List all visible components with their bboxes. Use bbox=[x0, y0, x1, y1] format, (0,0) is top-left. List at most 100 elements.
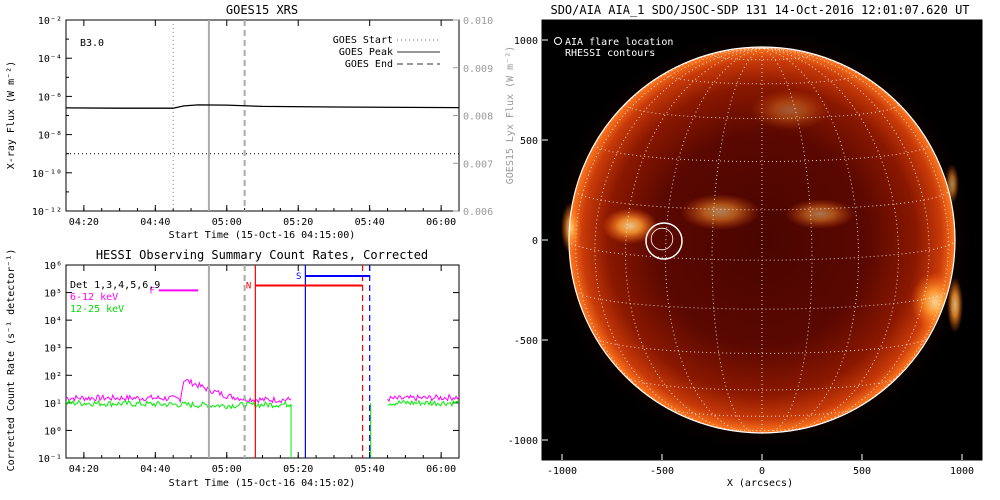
solar-limb bbox=[568, 46, 956, 434]
hessi-legend-high: 12-25 keV bbox=[70, 304, 124, 315]
grid-longitude bbox=[575, 47, 763, 418]
goes-xtick-label: 04:20 bbox=[69, 217, 99, 228]
heliographic-grid bbox=[569, 47, 955, 433]
aia-title: SDO/AIA AIA_1 SDO/JSOC-SDP 131 14-Oct-20… bbox=[550, 3, 969, 17]
aia-ytick-label: 500 bbox=[520, 136, 538, 147]
goes-y2tick-label: 0.007 bbox=[463, 159, 493, 170]
aia-ytick-label: -500 bbox=[514, 336, 538, 347]
hessi-legend-low: 6-12 keV bbox=[70, 292, 118, 303]
hessi-flag-label-S: S bbox=[296, 272, 301, 282]
hessi-xtick-label: 06:00 bbox=[426, 464, 456, 475]
rhessi-contour bbox=[650, 227, 674, 251]
hessi-xtick-label: 04:20 bbox=[69, 464, 99, 475]
goes-ylabel: X-ray Flux (W m⁻²) bbox=[6, 61, 17, 169]
hessi-xtick-label: 04:40 bbox=[140, 464, 170, 475]
hessi-series-12-25-kev-seg0 bbox=[66, 399, 292, 410]
hessi-ytick-label: 10¹ bbox=[44, 399, 62, 410]
hessi-x-axis: 04:20 04:40 05:00 05:20 05:40 06:00 bbox=[65, 265, 460, 475]
hessi-ylabel: Corrected Count Rate (s⁻¹ detector⁻¹) bbox=[6, 249, 17, 472]
aia-legend: AIA flare location RHESSI contours bbox=[554, 37, 673, 59]
goes-series-long bbox=[66, 104, 459, 109]
goes-xtick-label: 05:20 bbox=[283, 217, 313, 228]
grid-latitude bbox=[575, 290, 949, 310]
goes-y2tick-label: 0.008 bbox=[463, 112, 493, 123]
hessi-plot-frame bbox=[65, 264, 460, 459]
goes-y-axis: 10⁻¹² 10⁻¹⁰ 10⁻⁸ 10⁻⁶ 10⁻⁴ 10⁻² bbox=[32, 16, 72, 218]
goes-xtick-label: 05:00 bbox=[212, 217, 242, 228]
goes-ytick-label: 10⁻⁶ bbox=[38, 92, 62, 103]
flare-location-circle bbox=[645, 222, 683, 260]
goes-xtick-label: 04:40 bbox=[140, 217, 170, 228]
hessi-ytick-label: 10² bbox=[44, 371, 62, 382]
hessi-ytick-label: 10³ bbox=[44, 344, 62, 355]
goes-legend-peak: GOES Peak bbox=[339, 47, 393, 58]
hessi-series bbox=[66, 377, 459, 458]
aia-axes: -1000 -500 0 500 1000 -1000 -500 0 500 1000 bbox=[508, 36, 974, 477]
goes-y2tick-label: 0.006 bbox=[463, 207, 493, 218]
goes-legend-start: GOES Start bbox=[333, 35, 393, 46]
grid-longitude bbox=[761, 47, 949, 418]
goes-legend-end: GOES End bbox=[345, 59, 393, 70]
off-limb-loop-nw bbox=[945, 164, 959, 204]
aia-legend-rhessi: RHESSI contours bbox=[565, 48, 655, 59]
hessi-panel: HESSI Observing Summary Count Rates, Cor… bbox=[6, 248, 460, 489]
goes-title: GOES15 XRS bbox=[226, 3, 298, 17]
grid-latitude bbox=[594, 143, 930, 162]
aia-ytick-label: -1000 bbox=[508, 436, 538, 447]
hessi-ytick-label: 10⁻¹ bbox=[38, 454, 62, 465]
hessi-series-12-25-kev-seg1 bbox=[387, 399, 459, 408]
hessi-flag-label-F: F bbox=[149, 286, 154, 296]
goes-y2tick-label: 0.009 bbox=[463, 64, 493, 75]
goes-xtick-label: 06:00 bbox=[426, 217, 456, 228]
aia-xlabel: X (arcsecs) bbox=[727, 478, 793, 489]
hessi-series-6-12-kev-seg1 bbox=[387, 393, 459, 403]
hessi-legend: Det 1,3,4,5,6,9 6-12 keV 12-25 keV bbox=[70, 280, 160, 315]
hessi-ytick-label: 10⁴ bbox=[44, 316, 62, 327]
hessi-event-markers: F N S bbox=[149, 265, 371, 458]
hessi-ytick-label: 10⁵ bbox=[44, 289, 62, 300]
hessi-xlabel: Start Time (15-Oct-16 04:15:02) bbox=[169, 478, 356, 489]
goes-plot-frame bbox=[65, 19, 460, 212]
active-region-east bbox=[602, 208, 658, 244]
hessi-flag-label-N: N bbox=[246, 282, 251, 292]
hessi-y-axis: 10⁻¹ 10⁰ 10¹ 10² 10³ 10⁴ 10⁵ 10⁶ bbox=[38, 261, 459, 465]
goes-y2tick-label: 0.010 bbox=[463, 16, 493, 27]
hessi-series-6-12-kev-seg0 bbox=[66, 377, 292, 404]
aia-xtick-label: 500 bbox=[853, 466, 871, 477]
hessi-xtick-label: 05:00 bbox=[212, 464, 242, 475]
goes-ytick-label: 10⁻⁸ bbox=[38, 131, 62, 142]
goes-ytick-label: 10⁻⁴ bbox=[38, 54, 62, 65]
goes-xtick-label: 05:40 bbox=[355, 217, 385, 228]
goes-x-axis: 04:20 04:40 05:00 05:20 05:40 06:00 bbox=[65, 20, 460, 228]
active-region-center bbox=[680, 194, 760, 230]
aia-xtick-label: -1000 bbox=[547, 466, 577, 477]
goes-class-label: B3.0 bbox=[80, 38, 104, 49]
aia-legend-circle-icon bbox=[554, 37, 562, 45]
active-region-ne bbox=[750, 90, 830, 130]
goes-panel: GOES15 XRS 10⁻¹² 10⁻¹⁰ 10⁻⁸ 10⁻⁶ 10⁻⁴ 10⁻² 0.… bbox=[6, 3, 516, 241]
active-region-center-2 bbox=[785, 199, 855, 229]
aia-ytick-label: 0 bbox=[532, 236, 538, 247]
grid-latitude bbox=[716, 427, 808, 432]
goes-series bbox=[66, 104, 459, 155]
aia-ytick-label: 1000 bbox=[514, 36, 538, 47]
hessi-legend-det: Det 1,3,4,5,6,9 bbox=[70, 280, 160, 291]
goes-legend: GOES Start GOES Peak GOES End bbox=[333, 35, 440, 70]
off-limb-loop-west bbox=[947, 277, 963, 333]
hessi-title: HESSI Observing Summary Count Rates, Cor… bbox=[96, 248, 428, 262]
aia-panel: SDO/AIA AIA_1 SDO/JSOC-SDP 131 14-Oct-20… bbox=[508, 3, 983, 489]
goes-event-markers bbox=[172, 20, 246, 211]
goes-y2label: GOES15 Lyx Flux (W m⁻²) bbox=[505, 46, 516, 184]
hessi-ytick-label: 10⁶ bbox=[44, 261, 62, 272]
hessi-ytick-label: 10⁰ bbox=[44, 426, 62, 437]
goes-ytick-label: 10⁻² bbox=[38, 16, 62, 27]
goes-y2-axis: 0.006 0.007 0.008 0.009 0.010 bbox=[453, 16, 493, 218]
goes-ytick-label: 10⁻¹⁰ bbox=[32, 169, 62, 180]
goes-xlabel: Start Time (15-Oct-16 04:15:00) bbox=[169, 230, 356, 241]
hessi-xtick-label: 05:40 bbox=[355, 464, 385, 475]
aia-legend-flare: AIA flare location bbox=[565, 37, 673, 48]
aia-xtick-label: -500 bbox=[650, 466, 674, 477]
aia-xtick-label: 0 bbox=[759, 466, 765, 477]
goes-ytick-label: 10⁻¹² bbox=[32, 207, 62, 218]
